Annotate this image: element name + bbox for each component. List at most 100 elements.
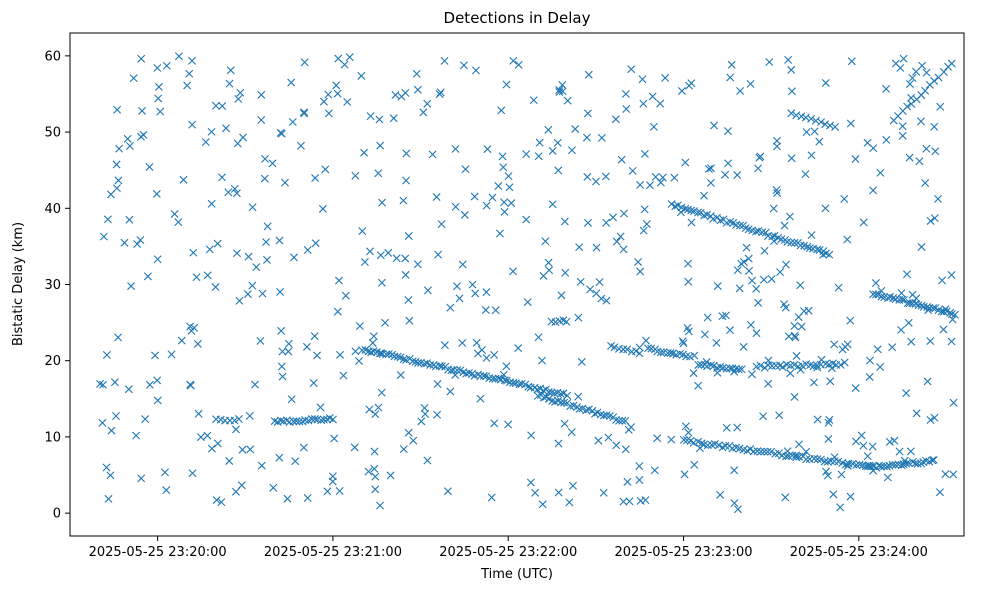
detection-point xyxy=(225,456,234,465)
detection-point xyxy=(111,412,120,420)
detection-point xyxy=(802,128,811,137)
detection-point xyxy=(351,171,360,180)
detection-point xyxy=(447,366,456,375)
detection-point xyxy=(499,163,508,172)
detection-point xyxy=(610,343,619,352)
detection-point xyxy=(753,447,762,456)
detection-point xyxy=(300,109,309,118)
detection-point xyxy=(451,144,460,153)
detection-point xyxy=(661,73,670,82)
detection-point xyxy=(876,363,885,371)
detection-point xyxy=(930,76,939,85)
detection-point xyxy=(687,218,696,227)
detection-point xyxy=(635,349,644,358)
detection-point xyxy=(494,374,503,383)
detection-point xyxy=(877,292,886,301)
detection-point xyxy=(187,326,196,335)
detection-point xyxy=(568,481,577,490)
detection-point xyxy=(595,278,604,287)
detection-point xyxy=(746,445,755,454)
detection-point xyxy=(533,385,542,394)
detection-point xyxy=(554,439,563,448)
detection-point xyxy=(925,303,934,312)
detection-point xyxy=(132,431,141,440)
detection-point xyxy=(690,460,699,469)
detection-point xyxy=(900,456,909,465)
detection-point xyxy=(141,415,150,424)
detection-point xyxy=(278,372,287,381)
detection-point xyxy=(914,301,923,310)
detection-point xyxy=(246,445,255,454)
detection-point xyxy=(123,134,132,143)
detection-point xyxy=(636,180,645,189)
detection-point xyxy=(765,58,774,67)
detection-point xyxy=(257,90,266,99)
detection-point xyxy=(162,486,171,495)
detection-point xyxy=(840,358,849,367)
detection-point xyxy=(257,461,266,470)
detection-point xyxy=(554,488,563,497)
detection-point xyxy=(319,97,328,106)
detection-point xyxy=(453,282,461,291)
detection-point xyxy=(112,184,121,193)
detection-point xyxy=(499,370,508,379)
detection-point xyxy=(936,102,945,111)
detection-point xyxy=(376,141,385,150)
detection-point xyxy=(188,469,197,478)
detection-point xyxy=(377,349,386,358)
detection-point xyxy=(120,238,129,247)
detection-point xyxy=(504,420,513,429)
detection-point xyxy=(767,274,776,283)
detection-point xyxy=(378,198,387,207)
detection-point xyxy=(310,415,319,423)
detection-point xyxy=(207,199,216,208)
detection-point xyxy=(299,443,308,452)
detection-point xyxy=(817,118,826,127)
detection-point xyxy=(470,192,479,201)
detection-point xyxy=(524,382,533,391)
detection-point xyxy=(451,202,460,211)
detection-point xyxy=(883,473,892,482)
detection-point xyxy=(376,501,385,510)
detection-point xyxy=(829,490,838,499)
detection-point xyxy=(507,199,516,208)
detection-point xyxy=(756,152,765,161)
detection-point xyxy=(399,196,408,205)
detection-point xyxy=(364,467,373,476)
detection-point xyxy=(906,447,915,456)
detection-point xyxy=(841,460,850,469)
detection-point xyxy=(859,218,868,227)
detection-point xyxy=(821,120,830,129)
detection-point xyxy=(891,460,900,469)
detection-point xyxy=(807,231,816,240)
detection-point xyxy=(203,431,212,440)
detection-point xyxy=(752,329,761,338)
detection-point xyxy=(735,221,744,230)
detection-point xyxy=(865,356,874,365)
detection-point xyxy=(324,90,333,99)
detection-point xyxy=(609,213,618,222)
detection-point xyxy=(201,138,210,147)
detection-point xyxy=(733,505,742,514)
detection-point xyxy=(330,434,339,443)
detection-point xyxy=(324,109,333,118)
detection-point xyxy=(868,442,877,451)
detection-point xyxy=(539,393,548,402)
detection-point xyxy=(930,214,939,223)
detection-point xyxy=(505,183,514,192)
detection-point xyxy=(825,415,834,424)
detection-point xyxy=(423,99,432,108)
detection-point xyxy=(840,194,849,203)
detection-point xyxy=(602,296,611,305)
detection-point xyxy=(855,460,864,469)
detection-point xyxy=(681,158,690,167)
detection-point xyxy=(823,457,832,466)
detection-point xyxy=(250,380,259,389)
detection-point xyxy=(402,149,411,158)
detection-point xyxy=(733,423,742,432)
detection-point xyxy=(571,124,580,133)
detection-point xyxy=(907,99,916,108)
detection-point xyxy=(350,443,359,452)
detection-point xyxy=(846,316,855,325)
detection-point xyxy=(713,368,722,377)
